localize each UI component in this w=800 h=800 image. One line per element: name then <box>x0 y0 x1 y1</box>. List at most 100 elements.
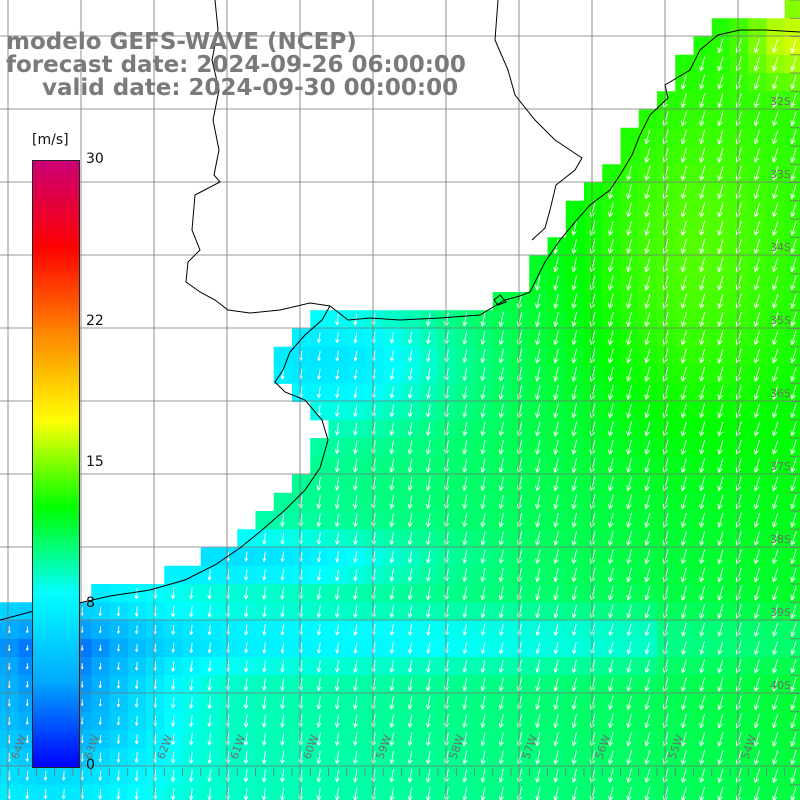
wind-vector <box>462 714 468 728</box>
wind-vector <box>480 312 486 327</box>
wind-vector <box>553 567 559 583</box>
wind-vector <box>462 312 468 327</box>
wind-vector <box>699 403 706 419</box>
wind-vector <box>280 368 285 380</box>
wind-vector <box>608 403 614 419</box>
wind-vector <box>426 386 431 399</box>
wind-vector <box>335 551 340 563</box>
wind-vector <box>25 753 29 762</box>
wind-vector <box>426 568 431 582</box>
wind-vector <box>644 275 651 291</box>
wind-vector <box>408 623 413 636</box>
wind-vector <box>772 695 779 711</box>
wind-vector <box>772 74 779 90</box>
wind-vector <box>170 769 176 782</box>
wind-vector <box>316 624 322 636</box>
wind-vector <box>426 659 431 673</box>
wind-vector <box>681 677 687 692</box>
wind-vector <box>717 659 724 674</box>
wind-vector <box>717 348 724 364</box>
wind-vector <box>626 713 632 729</box>
wind-vector <box>772 750 779 765</box>
wind-vector <box>498 750 504 765</box>
wind-vector <box>553 677 559 692</box>
wind-vector <box>553 439 559 455</box>
wind-speed-cell <box>620 127 640 147</box>
wind-vector <box>462 549 468 564</box>
wind-vector <box>480 494 486 510</box>
wind-vector <box>754 659 760 674</box>
wind-vector <box>753 512 761 528</box>
wind-vector <box>262 624 267 636</box>
wind-vector <box>498 330 504 345</box>
wind-vector <box>335 332 340 344</box>
wind-vector <box>681 604 687 619</box>
wind-vector <box>261 769 267 783</box>
wind-vector <box>644 366 651 382</box>
wind-vector <box>280 624 285 636</box>
wind-vector <box>261 696 267 710</box>
wind-vector <box>352 495 358 509</box>
wind-vector <box>772 494 779 510</box>
wind-speed-cell <box>784 237 800 257</box>
wind-vector <box>790 421 797 437</box>
wind-vector <box>353 350 358 362</box>
wind-vector <box>407 714 413 728</box>
wind-vector <box>116 734 121 744</box>
wind-vector <box>608 713 614 729</box>
wind-vector <box>680 421 687 437</box>
wind-vector <box>335 404 340 417</box>
wind-vector <box>571 457 578 473</box>
wind-vector <box>353 422 358 436</box>
wind-vector <box>608 275 614 291</box>
wind-vector <box>134 752 139 763</box>
wind-vector <box>790 476 797 492</box>
wind-vector <box>571 713 577 729</box>
latitude-label: 34S <box>770 241 791 254</box>
wind-vector <box>189 714 194 728</box>
wind-vector <box>134 679 139 690</box>
wind-vector <box>462 677 468 692</box>
wind-vector <box>699 458 706 473</box>
wind-vector <box>353 750 358 765</box>
wind-vector <box>407 732 413 746</box>
wind-vector <box>499 642 504 654</box>
wind-vector <box>462 604 468 619</box>
wind-vector <box>171 605 176 618</box>
wind-vector <box>316 569 322 581</box>
wind-vector <box>717 494 724 510</box>
wind-vector <box>753 403 761 419</box>
wind-vector <box>680 257 687 273</box>
wind-vector <box>480 421 486 437</box>
wind-vector <box>626 403 632 419</box>
colorbar-tick-label: 0 <box>86 757 95 773</box>
wind-vector <box>480 586 486 601</box>
wind-vector <box>134 606 139 617</box>
wind-vector <box>608 348 614 364</box>
wind-vector <box>753 312 761 327</box>
wind-vector <box>790 312 797 327</box>
wind-vector <box>608 677 614 692</box>
wind-vector <box>498 403 504 418</box>
wind-vector <box>280 569 285 581</box>
wind-speed-cell <box>784 693 800 713</box>
wind-vector <box>680 220 687 236</box>
wind-vector <box>608 512 614 528</box>
wind-vector <box>772 512 779 528</box>
wind-vector <box>334 750 340 765</box>
wind-vector <box>425 695 431 710</box>
wind-vector <box>317 369 321 380</box>
wind-vector <box>680 476 687 492</box>
wind-vector <box>571 531 578 546</box>
wind-vector <box>389 513 395 528</box>
wind-speed-cell <box>784 182 800 202</box>
wind-vector <box>608 439 614 455</box>
wind-vector <box>553 476 559 492</box>
wind-vector <box>243 769 249 783</box>
wind-vector <box>353 696 358 710</box>
wind-vector <box>407 404 413 418</box>
wind-vector <box>644 257 651 273</box>
wind-vector <box>462 732 468 747</box>
wind-vector <box>790 275 797 291</box>
wind-vector <box>680 111 687 127</box>
